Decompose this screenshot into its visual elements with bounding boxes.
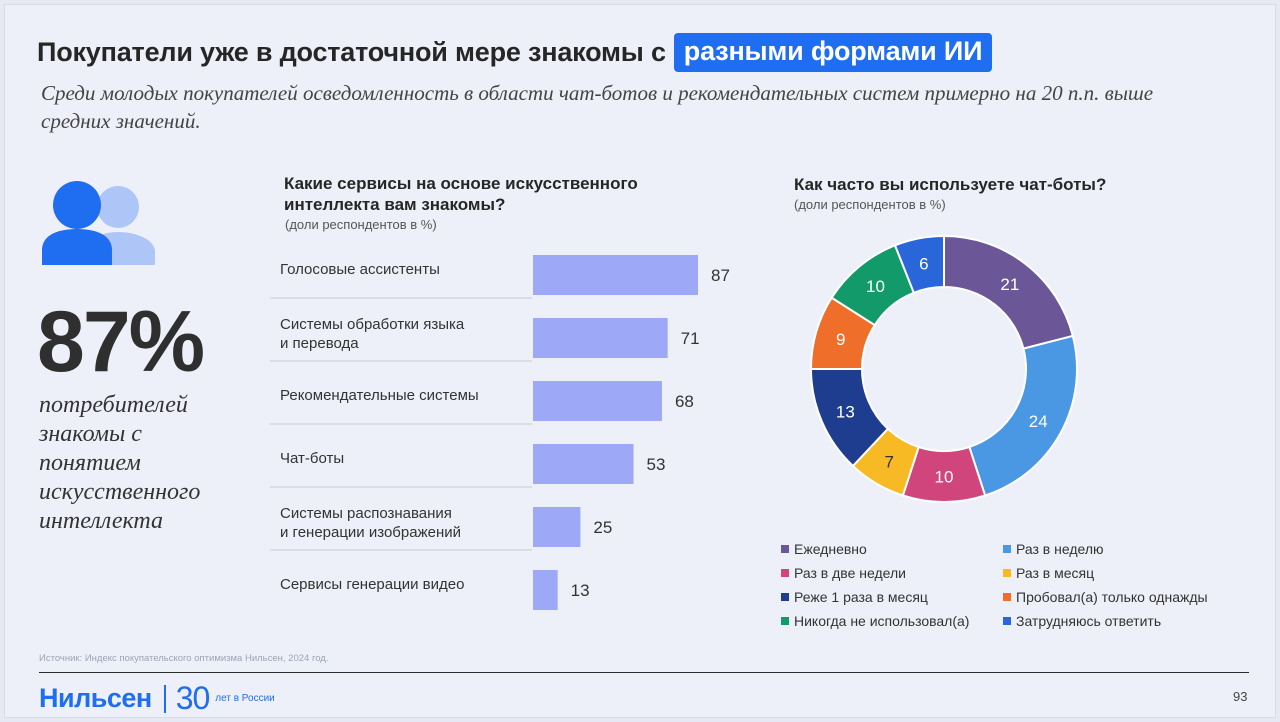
kpi-value: 87% — [37, 294, 205, 390]
bar-value-label: 68 — [675, 392, 694, 411]
legend-swatch — [781, 617, 789, 625]
logo-separator — [163, 684, 166, 713]
brand-name: Нильсен — [39, 683, 152, 713]
legend-swatch — [781, 593, 789, 601]
legend-swatch — [781, 569, 789, 577]
page-title: Покупатели уже в достаточной мере знаком… — [37, 33, 993, 72]
legend-swatch — [1003, 593, 1011, 601]
legend-item: Раз в неделю — [1003, 539, 1233, 559]
title-prefix: Покупатели уже в достаточной мере знаком… — [37, 37, 666, 67]
legend-item: Раз в две недели — [781, 563, 1003, 583]
bar-value-label: 71 — [681, 329, 700, 348]
bar-category-label: Чат-боты — [280, 450, 344, 467]
people-icon — [42, 181, 155, 265]
legend-label: Ежедневно — [794, 541, 867, 557]
bar-category-label: и генерации изображений — [280, 524, 461, 541]
source-note: Источник: Индекс покупательского оптимиз… — [39, 653, 329, 664]
legend-swatch — [1003, 569, 1011, 577]
donut-chart-subtitle: (доли респондентов в %) — [794, 197, 946, 212]
donut-slice — [893, 234, 945, 295]
legend-label: Пробовал(а) только однажды — [1016, 589, 1208, 605]
bar-value-label: 13 — [571, 581, 590, 600]
page-number: 93 — [1233, 689, 1248, 704]
bar — [533, 381, 662, 421]
legend-item: Никогда не использовал(а) — [781, 611, 1003, 631]
bar-chart: Голосовые ассистенты 87 Системы обработки … — [270, 255, 730, 610]
bar — [533, 255, 698, 295]
donut-value-label: 10 — [866, 277, 885, 296]
bar — [533, 444, 634, 484]
donut-value-label: 7 — [885, 453, 894, 472]
legend-label: Затрудняюсь ответить — [1016, 613, 1162, 629]
donut-value-label: 10 — [935, 468, 954, 487]
brand-logo: Нильсен 30 лет в России — [39, 680, 275, 717]
donut-slice — [968, 334, 1078, 497]
title-highlight: разными формами ИИ — [673, 33, 993, 72]
anniversary-text: лет в России — [215, 693, 275, 704]
page-subtitle: Среди молодых покупателей осведомленност… — [41, 81, 1154, 133]
legend-swatch — [1003, 545, 1011, 553]
donut-value-label: 24 — [1029, 412, 1048, 431]
donut-legend: Ежедневно Раз в неделю Раз в две недели Раз… — [781, 539, 1233, 631]
bar-chart-subtitle: (доли респондентов в %) — [285, 217, 437, 232]
donut-chart-title: Как часто вы используете чат-боты? — [794, 175, 1107, 194]
bar-category-label: Сервисы генерации видео — [280, 576, 464, 593]
bar-value-label: 25 — [593, 518, 612, 537]
footer-divider — [39, 672, 1249, 673]
bar-category-label: Рекомендательные системы — [280, 387, 479, 404]
legend-label: Раз в две недели — [794, 565, 906, 581]
donut-value-label: 9 — [836, 330, 845, 349]
bar-category-label: Системы обработки языка — [280, 316, 465, 333]
bar-value-label: 87 — [711, 266, 730, 285]
legend-swatch — [781, 545, 789, 553]
bar-value-label: 53 — [647, 455, 666, 474]
legend-item: Ежедневно — [781, 539, 1003, 559]
donut-value-label: 13 — [836, 403, 855, 422]
legend-swatch — [1003, 617, 1011, 625]
legend-label: Никогда не использовал(а) — [794, 613, 970, 629]
legend-label: Раз в месяц — [1016, 565, 1095, 581]
bar-category-label: Системы распознавания — [280, 505, 452, 522]
legend-label: Раз в неделю — [1016, 541, 1104, 557]
slide: Покупатели уже в достаточной мере знаком… — [4, 4, 1276, 718]
bar-category-label: Голосовые ассистенты — [280, 261, 440, 278]
legend-item: Пробовал(а) только однажды — [1003, 587, 1233, 607]
bar — [533, 507, 581, 547]
donut-value-label: 6 — [919, 254, 928, 273]
donut-chart: 21 24 10 7 13 9 10 6 — [809, 234, 1078, 503]
bar — [533, 570, 558, 610]
legend-item: Затрудняюсь ответить — [1003, 611, 1233, 631]
legend-item: Раз в месяц — [1003, 563, 1233, 583]
anniversary-number: 30 — [175, 680, 211, 716]
bar — [533, 318, 668, 358]
legend-item: Реже 1 раза в месяц — [781, 587, 1003, 607]
bar-category-label: и перевода — [280, 335, 359, 352]
bar-chart-title: Какие сервисы на основе искусственного и… — [284, 174, 638, 214]
kpi-text: потребителей знакомы с понятием искусств… — [39, 392, 201, 534]
legend-label: Реже 1 раза в месяц — [794, 589, 928, 605]
donut-value-label: 21 — [1000, 275, 1019, 294]
